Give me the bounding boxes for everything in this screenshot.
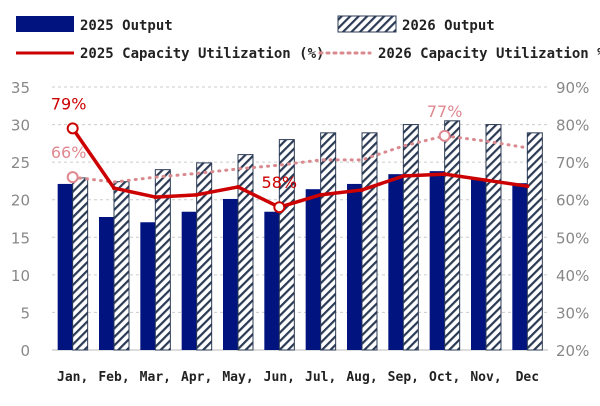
line-2026-utilization	[71, 134, 529, 184]
legend-swatch-2025-output	[16, 16, 74, 32]
bar-2026-output	[237, 154, 254, 351]
annotated-point	[438, 129, 451, 142]
point-2025-utilization	[194, 192, 199, 197]
x-tick-label: Apr,	[181, 370, 212, 385]
point-2025-utilization	[484, 178, 488, 183]
point-2025-utilization	[153, 195, 158, 200]
x-tick-label: Nov,	[470, 370, 501, 385]
y2-tick-label: 50%	[556, 229, 589, 247]
annotated-point	[66, 122, 79, 135]
point-2025-utilization	[401, 174, 406, 179]
y-tick-label: 20	[11, 192, 30, 210]
annotated-point	[273, 201, 286, 214]
y-tick-label: 5	[20, 304, 30, 322]
bar-2026-output	[402, 124, 419, 351]
point-2025-utilization	[525, 184, 530, 189]
y2-tick-label: 70%	[556, 154, 589, 172]
x-tick-label: Jul,	[305, 370, 336, 385]
x-tick-label: Oct,	[429, 370, 460, 385]
x-tick-label: Jan,	[57, 370, 88, 385]
point-2025-utilization	[112, 186, 116, 191]
legend-label: 2025 Capacity Utilization (%)	[80, 46, 324, 62]
bar-2025-output	[347, 183, 362, 350]
bar-2025-output	[264, 211, 280, 350]
bar-2025-output	[471, 178, 486, 350]
x-tick-label: Mar,	[140, 370, 171, 385]
data-label: 77%	[427, 102, 463, 121]
point-2025-utilization	[442, 172, 447, 177]
bar-2026-output	[113, 181, 130, 351]
y-tick-label: 30	[11, 117, 30, 135]
y-tick-label: 35	[11, 79, 30, 97]
x-tick-label: Jun,	[264, 370, 295, 385]
legend-label: 2025 Output	[80, 18, 173, 34]
y2-tick-label: 90%	[556, 79, 589, 97]
legend-label: 2026 Capacity Utilization %	[378, 46, 600, 62]
y2-tick-label: 30%	[556, 304, 589, 322]
data-label: 79%	[51, 94, 87, 113]
legend: 2025 Output 2026 Output 2025 Capacity Ut…	[16, 15, 600, 62]
point-2025-utilization	[236, 184, 240, 189]
bar-2026-output	[361, 132, 378, 351]
y2-tick-label: 60%	[556, 192, 589, 210]
bar-2026-output	[196, 162, 213, 351]
bar-2025-output	[181, 211, 197, 350]
bar-2025-output	[305, 189, 321, 350]
bar-2026-output	[72, 177, 89, 351]
bar-2025-output	[388, 174, 404, 350]
bar-2025-output	[429, 171, 445, 350]
y2-tick-label: 20%	[556, 342, 589, 360]
data-label: 66%	[51, 143, 87, 162]
bar-2026-output	[485, 124, 502, 351]
y-tick-label: 0	[20, 342, 30, 360]
legend-label: 2026 Output	[402, 18, 495, 34]
bar-2026-output	[278, 139, 295, 351]
y2-tick-label: 40%	[556, 267, 589, 285]
y-tick-label: 15	[11, 229, 30, 247]
x-tick-label: Sep,	[388, 370, 419, 385]
legend-swatch-2026-output	[337, 15, 397, 33]
point-2025-utilization	[318, 192, 323, 197]
y2-tick-label: 80%	[556, 117, 589, 135]
bar-2025-output	[57, 183, 73, 350]
annotated-point	[66, 171, 79, 184]
bar-2025-output	[99, 216, 114, 350]
y-tick-label: 10	[11, 267, 30, 285]
bar-2026-output	[444, 120, 461, 351]
x-tick-label: Aug,	[346, 370, 377, 385]
point-2025-utilization	[360, 187, 364, 192]
x-tick-label: Dec	[516, 370, 539, 385]
bar-2025-output	[223, 198, 238, 350]
x-tick-label: Feb,	[98, 370, 129, 385]
bar-2026-output	[320, 132, 337, 351]
y-tick-label: 25	[11, 154, 30, 172]
bar-2026-output	[154, 169, 171, 351]
line-2025-utilization	[71, 127, 528, 209]
x-tick-label: May,	[222, 370, 253, 385]
bar-2026-output	[526, 132, 543, 351]
bar-2025-output	[512, 183, 528, 350]
bar-2025-output	[140, 222, 156, 350]
data-label: 58%	[262, 173, 298, 192]
